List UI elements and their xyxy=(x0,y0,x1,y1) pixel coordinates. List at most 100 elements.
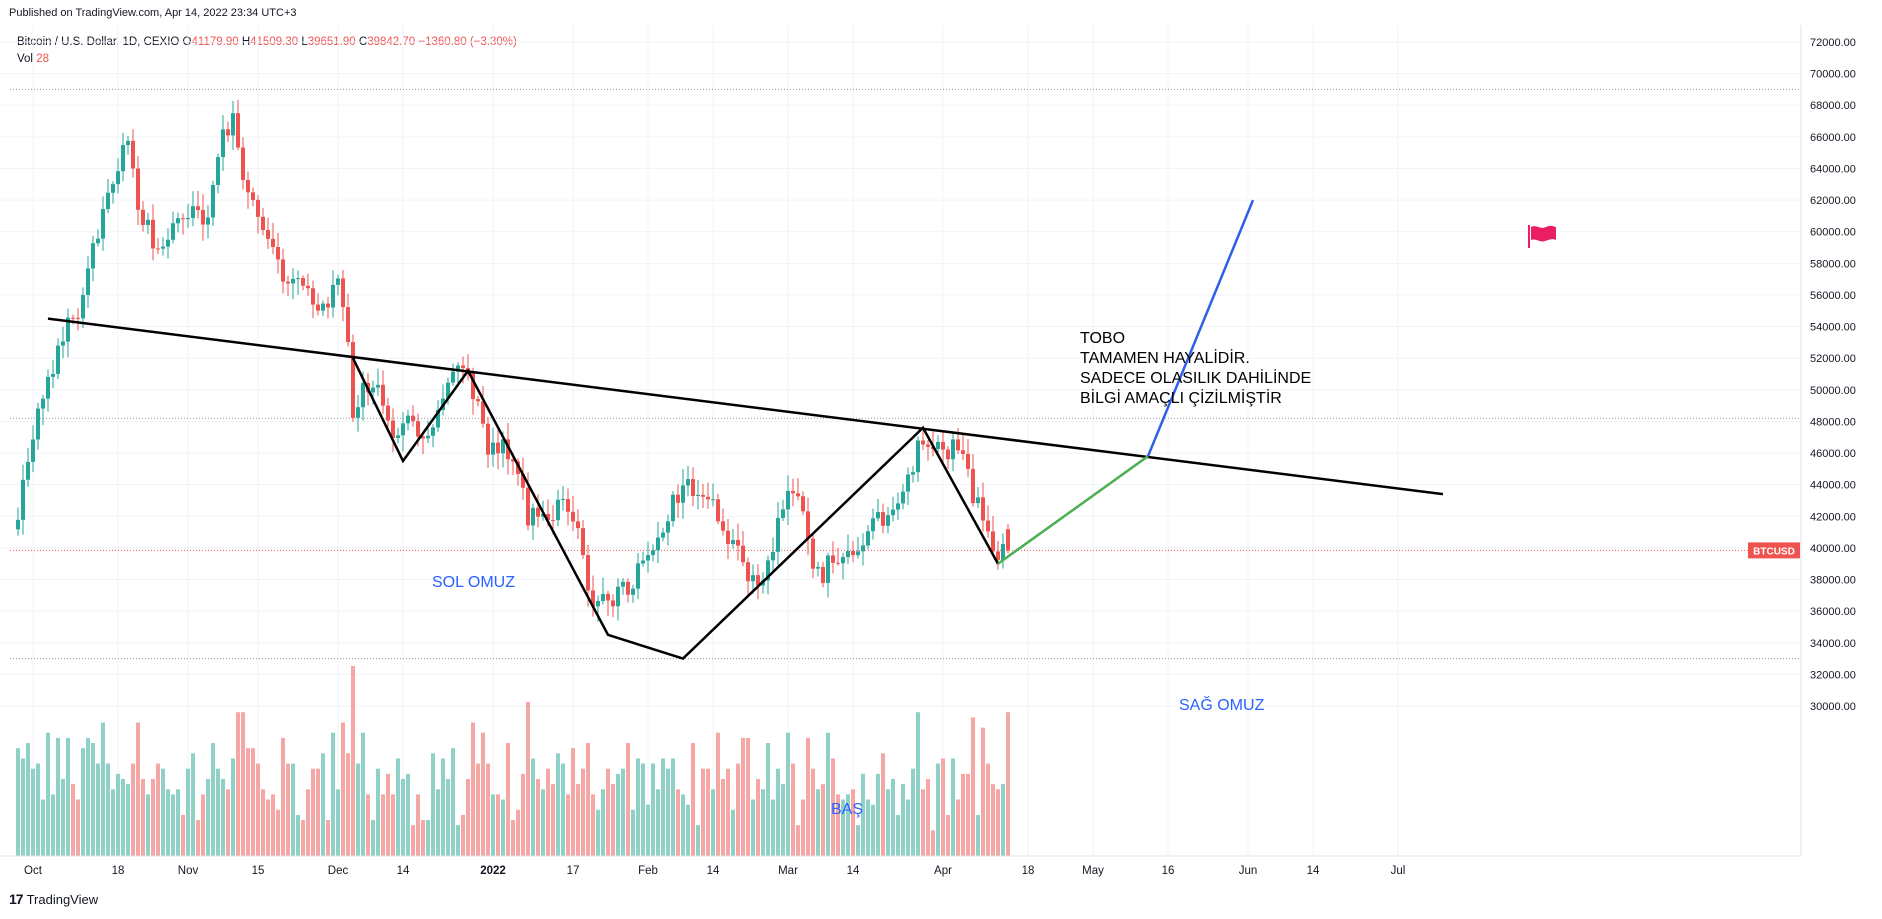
volume-bar xyxy=(771,799,775,856)
candle-body xyxy=(181,218,185,220)
candle-body xyxy=(66,317,70,342)
volume-bar xyxy=(331,732,335,856)
sol-omuz-label[interactable]: SOL OMUZ xyxy=(432,574,515,591)
candle-body xyxy=(876,512,880,519)
candle-body xyxy=(976,497,980,504)
candle-body xyxy=(806,511,810,539)
volume-bar xyxy=(86,737,90,856)
note-line-2: TAMAMEN HAYALİDİR. xyxy=(1080,348,1250,367)
volume-bar xyxy=(446,778,450,856)
candle-body xyxy=(201,210,205,225)
time-tick: Jul xyxy=(1391,865,1406,877)
volume-bar xyxy=(561,763,565,856)
candle-body xyxy=(311,288,315,305)
sag-omuz-label[interactable]: SAĞ OMUZ xyxy=(1179,695,1265,714)
candle-body xyxy=(96,238,100,244)
candle-body xyxy=(526,487,530,526)
note-line-4: BİLGİ AMAÇLI ÇİZİLMİŞTİR xyxy=(1080,388,1282,407)
footer-brand[interactable]: 17 TradingView xyxy=(9,891,98,907)
candle-body xyxy=(921,440,925,445)
candle-body xyxy=(936,441,940,449)
candle-body xyxy=(946,449,950,460)
volume-bar xyxy=(736,763,740,856)
volume-bar xyxy=(16,748,20,856)
volume-bar xyxy=(946,814,950,856)
time-axis[interactable]: Oct 18 Nov 15 Dec 14 2022 17 Feb 14 Mar 14 Apr 18 May 1… xyxy=(24,865,1405,877)
candle-body xyxy=(846,550,850,557)
candle-body xyxy=(486,423,490,455)
volume-bar xyxy=(826,732,830,856)
volume-bar xyxy=(551,784,555,856)
volume-bar xyxy=(801,799,805,856)
volume-bar xyxy=(741,737,745,856)
candle-body xyxy=(596,601,600,607)
candle-body xyxy=(856,551,860,556)
volume-bar xyxy=(296,814,300,856)
volume-bar xyxy=(136,722,140,856)
volume-bar xyxy=(716,732,720,856)
candle-body xyxy=(871,518,875,532)
target-flag-icon[interactable] xyxy=(1528,225,1556,248)
inverse-head-shoulders-pattern[interactable] xyxy=(351,357,1000,660)
volume-bar xyxy=(291,763,295,856)
price-tick: 36000.00 xyxy=(1810,606,1856,618)
candle-body xyxy=(901,491,905,504)
legend-volume-label[interactable]: Vol xyxy=(17,53,33,65)
candle-body xyxy=(76,317,80,319)
candle-body xyxy=(436,409,440,428)
chart-grid xyxy=(0,25,1801,856)
volume-bar xyxy=(141,778,145,856)
candle-body xyxy=(786,490,790,510)
time-tick: May xyxy=(1082,865,1104,877)
candle-body xyxy=(626,581,630,595)
volume-bar xyxy=(356,763,360,856)
volume-bar xyxy=(971,717,975,856)
candle-body xyxy=(41,398,45,409)
candle-body xyxy=(411,415,415,422)
volume-bar xyxy=(911,768,915,856)
volume-bar xyxy=(646,804,650,856)
candle-body xyxy=(686,479,690,486)
volume-bar xyxy=(241,712,245,856)
volume-bar xyxy=(546,768,550,856)
candle-body xyxy=(631,588,635,595)
projection-line-green[interactable] xyxy=(997,455,1149,565)
volume-bar xyxy=(846,794,850,856)
candle-body xyxy=(271,238,275,247)
candle-body xyxy=(906,474,910,492)
price-tick: 62000.00 xyxy=(1810,195,1856,207)
volume-bar xyxy=(401,778,405,856)
volume-bar xyxy=(611,784,615,856)
volume-bar xyxy=(641,763,645,856)
user-drawings[interactable] xyxy=(47,199,1444,660)
candle-body xyxy=(211,184,215,218)
time-tick: 16 xyxy=(1162,865,1175,877)
candle-body xyxy=(456,365,460,372)
price-tick: 70000.00 xyxy=(1810,69,1856,81)
candle-body xyxy=(696,494,700,497)
volume-bar xyxy=(606,768,610,856)
candle-body xyxy=(136,168,140,210)
candle-body xyxy=(791,490,795,494)
candle-body xyxy=(506,439,510,460)
candle-body xyxy=(471,372,475,400)
candle-body xyxy=(231,113,235,136)
volume-bar xyxy=(26,743,30,856)
volume-bar xyxy=(146,794,150,856)
candle-body xyxy=(291,278,295,284)
note-text[interactable]: TOBO TAMAMEN HAYALİDİR. SADECE OLASILIK … xyxy=(1080,330,1311,407)
legend-volume-value: 28 xyxy=(36,53,49,65)
volume-bar xyxy=(246,748,250,856)
price-axis[interactable]: 72000.00 70000.00 68000.00 66000.00 64000.00… xyxy=(1748,37,1856,713)
bas-label[interactable]: BAŞ xyxy=(831,801,863,818)
volume-bar xyxy=(906,799,910,856)
tradingview-logo-icon: 17 xyxy=(9,891,24,907)
volume-bar xyxy=(321,753,325,856)
candle-body xyxy=(316,304,320,311)
projection-line-blue[interactable] xyxy=(1146,199,1255,457)
candle-body xyxy=(541,513,545,517)
neckline-trendline[interactable] xyxy=(47,317,1444,496)
current-price-badge[interactable] xyxy=(1748,542,1800,559)
candle-body xyxy=(651,550,655,556)
